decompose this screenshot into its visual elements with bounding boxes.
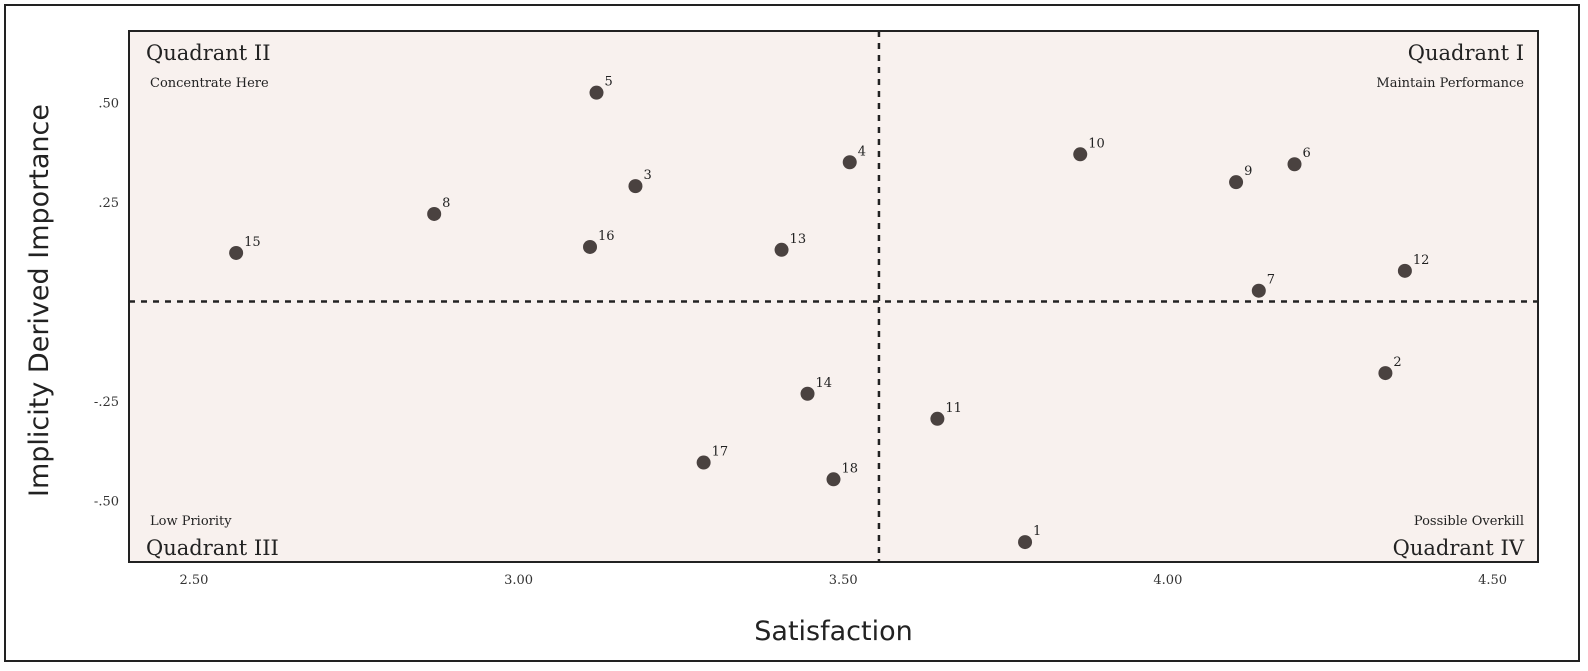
data-point-1 xyxy=(1018,535,1033,550)
y-tick-label: .25 xyxy=(98,196,119,211)
data-point-9 xyxy=(1229,175,1244,190)
data-point-label: 3 xyxy=(643,168,651,183)
data-point-label: 10 xyxy=(1088,136,1105,151)
x-tick-label: 4.50 xyxy=(1478,573,1507,588)
data-point-label: 9 xyxy=(1244,164,1252,179)
data-point-label: 7 xyxy=(1267,273,1275,288)
data-point-label: 11 xyxy=(945,401,962,416)
data-point-8 xyxy=(427,206,442,221)
data-point-label: 17 xyxy=(712,445,729,460)
quadrant-title-q3: Quadrant III xyxy=(146,536,279,560)
data-point-18 xyxy=(826,472,841,487)
x-tick-label: 3.00 xyxy=(504,573,533,588)
data-point-17 xyxy=(696,455,711,470)
data-point-15 xyxy=(229,245,244,260)
data-point-label: 6 xyxy=(1303,146,1311,161)
data-point-4 xyxy=(842,155,857,170)
x-tick-label: 2.50 xyxy=(179,573,208,588)
quadrant-subtitle-q4: Possible Overkill xyxy=(1414,514,1524,529)
quadrant-subtitle-q3: Low Priority xyxy=(150,514,232,529)
data-point-13 xyxy=(774,242,789,257)
quadrant-title-q4: Quadrant IV xyxy=(1393,536,1525,560)
y-axis-title: Implicity Derived Importance xyxy=(24,104,55,497)
quadrant-subtitle-q1: Maintain Performance xyxy=(1376,76,1524,91)
data-point-6 xyxy=(1287,157,1302,172)
quadrant-subtitle-q2: Concentrate Here xyxy=(150,76,269,91)
data-point-16 xyxy=(583,239,598,254)
data-point-label: 8 xyxy=(442,196,450,211)
data-point-label: 1 xyxy=(1033,524,1041,539)
x-axis-ticks: 2.50 3.00 3.50 4.00 4.50 xyxy=(179,573,1507,588)
data-point-10 xyxy=(1073,147,1088,162)
data-point-14 xyxy=(800,386,815,401)
data-point-label: 2 xyxy=(1393,355,1401,370)
quadrant-dividers xyxy=(129,31,1538,562)
quadrant-title-q1: Quadrant I xyxy=(1408,41,1524,65)
data-point-11 xyxy=(930,411,945,426)
data-point-3 xyxy=(628,179,643,194)
data-point-2 xyxy=(1378,366,1393,381)
data-point-label: 4 xyxy=(858,144,866,159)
data-point-label: 18 xyxy=(842,461,859,476)
y-tick-label: -.25 xyxy=(94,395,119,410)
data-point-label: 16 xyxy=(598,229,615,244)
data-point-label: 12 xyxy=(1413,253,1430,268)
data-point-7 xyxy=(1251,283,1266,298)
x-tick-label: 3.50 xyxy=(829,573,858,588)
x-tick-label: 4.00 xyxy=(1153,573,1182,588)
y-tick-label: .50 xyxy=(98,97,119,112)
y-tick-label: -.50 xyxy=(94,494,119,509)
y-axis-ticks: .50 .25 -.25 -.50 xyxy=(94,97,119,510)
data-point-label: 13 xyxy=(790,232,807,247)
data-point-5 xyxy=(589,85,604,100)
quadrant-labels: Quadrant II Concentrate Here Quadrant I Mai… xyxy=(146,41,1525,560)
x-axis-title: Satisfaction xyxy=(754,616,912,647)
data-point-label: 5 xyxy=(605,75,613,90)
data-point-label: 15 xyxy=(244,235,261,250)
data-point-12 xyxy=(1397,263,1412,278)
data-point-label: 14 xyxy=(816,376,833,391)
quadrant-title-q2: Quadrant II xyxy=(146,41,271,65)
